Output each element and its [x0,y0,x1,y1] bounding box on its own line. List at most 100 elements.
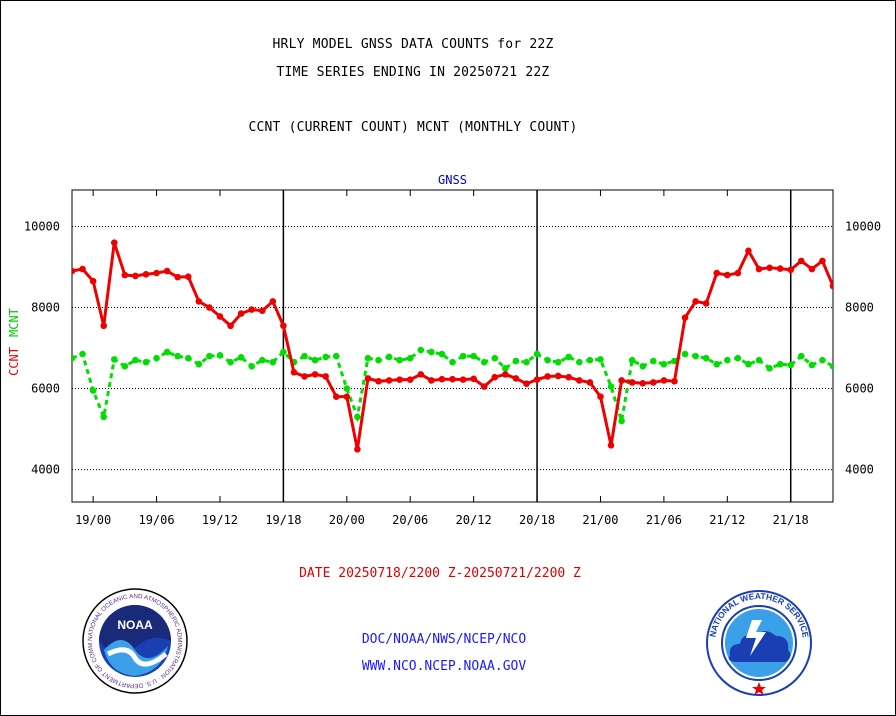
website: WWW.NCO.NCEP.NOAA.GOV [361,659,527,674]
data-point-mcnt [702,354,710,362]
data-point-mcnt [766,364,773,372]
y-axis-label-mcnt: MCNT [7,308,21,337]
data-point-mcnt [428,348,435,356]
data-point-mcnt [544,356,551,364]
data-point-ccnt [364,375,372,382]
x-tick-label: 19/00 [75,513,111,527]
data-point-mcnt [787,361,795,369]
data-point-ccnt [354,446,361,453]
data-point-mcnt [449,358,456,366]
data-point-ccnt [290,369,298,376]
data-point-mcnt [72,354,76,362]
data-point-ccnt [512,375,520,382]
y-tick-label-right: 6000 [845,382,874,396]
data-point-mcnt [734,354,742,362]
data-point-ccnt [449,375,456,383]
header-title: HRLY MODEL GNSS DATA COUNTS for 22Z [272,37,554,52]
data-point-ccnt [776,265,784,272]
x-tick-label: 21/12 [709,513,745,527]
y-tick-label-right: 4000 [845,463,874,477]
data-point-ccnt [692,298,699,305]
data-point-mcnt [332,352,340,360]
x-tick-label: 20/00 [329,513,365,527]
data-point-mcnt [628,356,636,364]
data-point-mcnt [216,352,224,359]
star-icon [752,682,766,695]
data-point-mcnt [163,348,171,356]
data-point-mcnt [142,358,150,366]
noaa-logo: NOAA NATIONAL OCEANIC AND ATMOSPHERIC AD… [82,588,188,694]
x-tick-label: 20/06 [392,513,428,527]
data-point-ccnt [121,271,129,279]
data-point-mcnt [121,362,129,370]
data-point-ccnt [797,257,805,265]
data-point-ccnt [311,371,319,378]
data-point-mcnt [174,352,181,360]
data-point-mcnt [364,354,372,362]
data-point-ccnt [322,373,329,380]
data-point-mcnt [808,361,816,369]
data-point-mcnt [586,356,594,364]
data-point-mcnt [470,352,477,360]
data-point-ccnt [142,270,150,278]
data-point-mcnt [322,353,329,361]
data-point-ccnt [660,377,668,384]
data-point-ccnt [89,277,97,285]
data-point-ccnt [702,300,710,307]
data-point-mcnt [195,360,203,368]
data-point-mcnt [660,360,668,368]
data-point-ccnt [438,375,446,383]
data-point-mcnt [110,356,118,363]
data-point-mcnt [343,385,351,392]
data-point-ccnt [491,373,499,381]
data-point-ccnt [385,377,393,384]
data-point-mcnt [375,356,382,364]
y-tick-label-left: 6000 [31,382,60,396]
y-tick-label-left: 4000 [31,463,60,477]
data-point-mcnt [100,413,108,421]
data-point-ccnt [396,376,403,383]
data-point-mcnt [480,358,488,366]
data-point-ccnt [459,376,467,383]
data-point-ccnt [184,273,192,281]
data-point-mcnt [459,352,467,360]
data-point-mcnt [512,357,520,365]
data-point-mcnt [248,362,255,370]
data-point-ccnt [755,265,763,273]
data-point-mcnt [819,356,826,364]
x-tick-label: 19/06 [138,513,174,527]
data-point-mcnt [776,360,784,368]
x-tick-label: 21/00 [582,513,618,527]
data-point-ccnt [523,380,530,387]
data-point-mcnt [639,362,647,370]
x-tick-label: 19/12 [202,513,238,527]
data-point-ccnt [470,375,477,383]
data-point-ccnt [72,267,76,275]
data-point-mcnt [280,348,287,356]
data-point-ccnt [216,313,224,320]
y-axis-label-ccnt: CCNT [7,347,21,376]
data-point-mcnt [565,353,573,361]
data-point-ccnt [132,272,139,280]
x-tick-label: 21/06 [646,513,682,527]
x-tick-label: 20/18 [519,513,555,527]
y-tick-label-right: 10000 [845,219,881,233]
data-point-mcnt [89,387,97,394]
x-tick-label: 19/18 [265,513,301,527]
data-point-mcnt [681,350,689,358]
data-point-mcnt [258,356,266,364]
date-range: DATE 20250718/2200 Z-20250721/2200 Z [299,566,581,581]
data-point-mcnt [132,356,139,364]
data-point-ccnt [258,307,266,315]
header-subtitle: TIME SERIES ENDING IN 20250721 22Z [276,65,550,80]
data-point-ccnt [343,393,351,400]
data-point-mcnt [840,360,847,367]
data-point-ccnt [406,376,414,383]
y-tick-label-left: 8000 [31,301,60,315]
data-point-ccnt [586,379,594,386]
data-point-mcnt [417,346,425,354]
data-point-mcnt [396,356,403,364]
data-point-ccnt [671,377,678,385]
data-point-ccnt [195,298,203,305]
